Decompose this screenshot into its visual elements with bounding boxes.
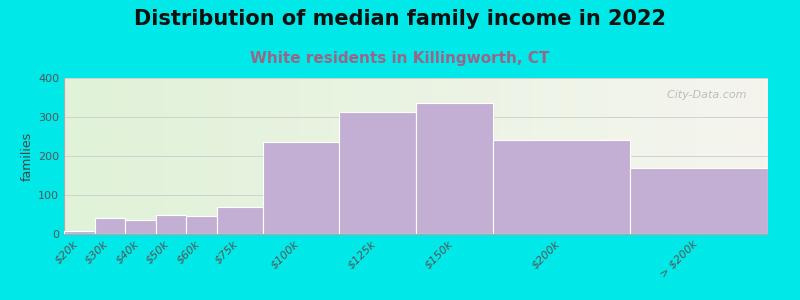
- Bar: [416, 103, 493, 234]
- Bar: [156, 214, 186, 234]
- Bar: [493, 140, 630, 234]
- Text: City-Data.com: City-Data.com: [660, 91, 747, 100]
- Bar: [126, 220, 156, 234]
- Bar: [263, 142, 339, 234]
- Y-axis label: families: families: [21, 131, 34, 181]
- Bar: [64, 231, 94, 234]
- Bar: [94, 218, 126, 234]
- Bar: [630, 169, 768, 234]
- Bar: [339, 112, 416, 234]
- Text: Distribution of median family income in 2022: Distribution of median family income in …: [134, 9, 666, 29]
- Text: White residents in Killingworth, CT: White residents in Killingworth, CT: [250, 51, 550, 66]
- Bar: [186, 216, 217, 234]
- Bar: [217, 208, 263, 234]
